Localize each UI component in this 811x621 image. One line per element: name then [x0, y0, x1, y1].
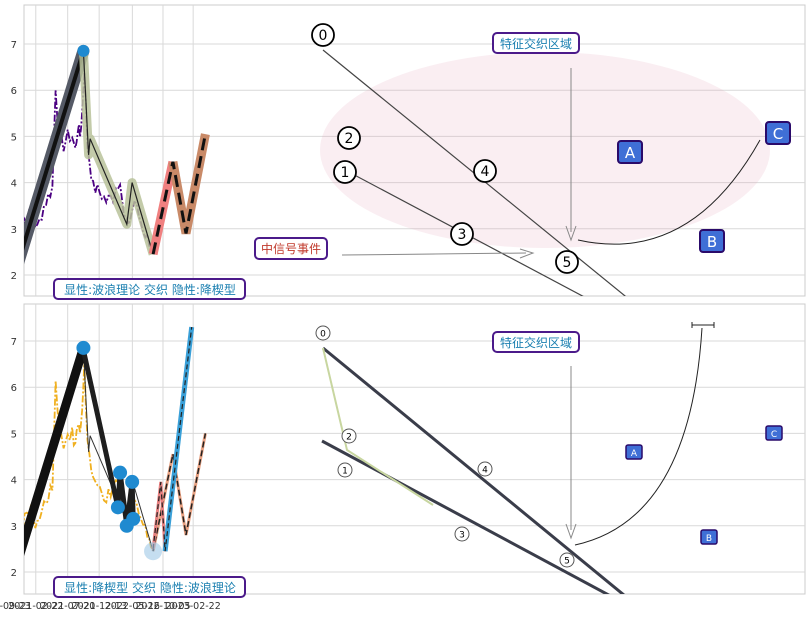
forecast-label-A: A — [631, 449, 638, 459]
x-tick-label: 2022-05-16 — [105, 601, 160, 612]
y-tick-label: 4 — [11, 179, 17, 190]
wave-label-circle — [341, 428, 357, 444]
forecast-label-B: B — [707, 233, 717, 251]
y-tick-label: 5 — [11, 429, 17, 440]
feature-zone-box — [492, 32, 580, 54]
y-tick-label: 6 — [11, 383, 17, 394]
signal-arrow — [341, 248, 535, 259]
caption-box — [53, 278, 246, 300]
wave-label-circle — [337, 126, 361, 150]
y-tick-label: 6 — [11, 86, 17, 97]
forecast-arc — [574, 327, 703, 546]
feature-zone-label: 特征交织区域 — [500, 335, 572, 350]
wave-label-0: 0 — [320, 330, 326, 340]
wedge-forecast-line — [152, 327, 193, 552]
feature-zone-ellipse — [320, 52, 770, 248]
wave-label-2: 2 — [346, 433, 352, 443]
y-tick-label: 7 — [11, 40, 17, 51]
wave-label-circle — [333, 160, 357, 184]
wave-label-circle — [555, 250, 579, 274]
plot-body — [24, 44, 770, 296]
x-tick-label: 2023-02-22 — [166, 601, 221, 612]
y-tick-label: 4 — [11, 476, 17, 487]
forecast-label-box — [625, 444, 643, 460]
wave-label-circle — [477, 461, 493, 477]
wave-label-4: 4 — [481, 164, 490, 180]
caption-box — [53, 576, 246, 598]
forecast-label-box — [765, 121, 791, 145]
wedge-point — [125, 474, 140, 489]
feature-zone-box — [492, 331, 580, 353]
wave-highlight — [322, 347, 434, 506]
zone-arrow — [565, 68, 577, 242]
forecast-label-box — [700, 529, 718, 545]
forecast-label-box — [765, 425, 783, 441]
forecast-label-A: A — [625, 144, 636, 162]
wedge-lower-line — [321, 439, 611, 594]
wave-label-5: 5 — [564, 557, 570, 567]
forecast-label-B: B — [706, 534, 712, 544]
forecast-line — [151, 133, 207, 255]
y-tick-label: 7 — [11, 337, 17, 348]
caption-label: 显性:降楔型 交织 隐性:波浪理论 — [64, 580, 236, 595]
mid-signal-label: 中信号事件 — [261, 241, 321, 256]
y-tick-label: 3 — [11, 522, 17, 533]
wedge-upper-line — [322, 346, 626, 594]
y-tick-label: 3 — [11, 225, 17, 236]
zone-arrow — [565, 366, 577, 540]
forecast-label-box — [699, 229, 725, 253]
impulse-line — [24, 50, 86, 251]
forecast-label-box — [617, 140, 643, 164]
wave-label-circle — [473, 159, 497, 183]
x-tick-label: 2021-07-20 — [40, 601, 95, 612]
wave-label-circle — [311, 23, 335, 47]
y-tick-label: 5 — [11, 132, 17, 143]
wave-label-5: 5 — [563, 255, 572, 271]
wedge-point — [126, 511, 141, 526]
wave-line — [82, 347, 154, 552]
wave-label-1: 1 — [341, 165, 350, 181]
impulse-line — [24, 343, 88, 557]
y-tick-label: 2 — [11, 271, 17, 282]
wave-label-circle — [454, 526, 470, 542]
wave-label-circle — [315, 325, 331, 341]
x-tick-label: 2021-02-22 — [8, 601, 63, 612]
target-bracket — [691, 322, 715, 328]
caption-label: 显性:波浪理论 交织 隐性:降楔型 — [64, 282, 236, 297]
x-tick-label: 2021-12-13 — [72, 601, 127, 612]
wave-label-circle — [450, 222, 474, 246]
wave-line — [82, 50, 154, 255]
forecast-label-C: C — [773, 125, 783, 143]
plot-area — [23, 303, 806, 595]
wedge-point — [113, 465, 128, 480]
wedge-point — [110, 500, 125, 515]
wave-label-3: 3 — [459, 531, 465, 541]
wave-label-circle — [337, 462, 353, 478]
wave-label-3: 3 — [458, 227, 467, 243]
wave-label-2: 2 — [345, 131, 354, 147]
peak-point — [77, 44, 90, 57]
forecast-arc — [577, 139, 761, 245]
plot-body — [24, 322, 715, 594]
mid-signal-box — [254, 237, 328, 260]
feature-zone-label: 特征交织区域 — [500, 36, 572, 51]
peak-point — [76, 340, 91, 355]
wave-label-0: 0 — [319, 28, 328, 44]
wave-label-circle — [559, 552, 575, 568]
wave-label-4: 4 — [482, 466, 488, 476]
forecast-label-C: C — [771, 430, 777, 440]
wave-label-1: 1 — [342, 467, 348, 477]
x-tick-label: 2022-10-05 — [135, 601, 190, 612]
end-point — [144, 542, 163, 561]
y-tick-label: 2 — [11, 568, 17, 579]
